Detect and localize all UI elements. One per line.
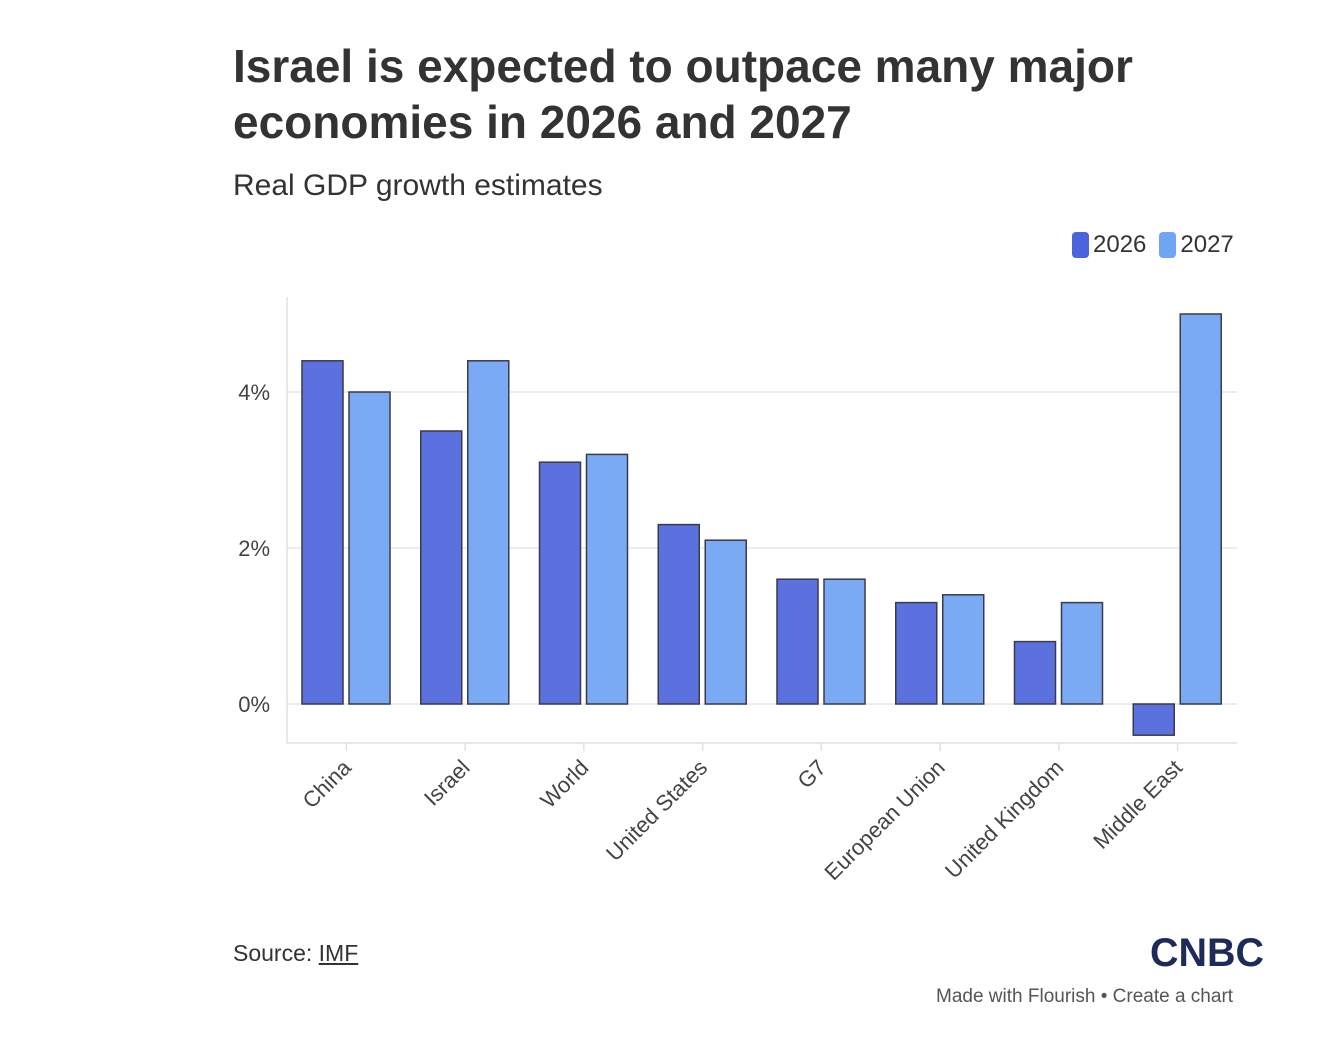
- source-prefix: Source:: [233, 940, 319, 966]
- y-tick-label: 0%: [238, 692, 270, 717]
- legend-label-2026: 2026: [1093, 231, 1147, 258]
- legend-swatch-2026: [1072, 232, 1089, 258]
- bar-2026-china: [301, 360, 344, 705]
- bar-2027-g7: [823, 578, 866, 705]
- cnbc-logo-text: CNBC: [1150, 931, 1264, 972]
- legend-label-2027: 2027: [1180, 231, 1234, 258]
- chart-subtitle: Real GDP growth estimates: [233, 169, 603, 202]
- bar-2026-world: [538, 461, 582, 705]
- legend: 2026 2027: [1072, 230, 1234, 260]
- legend-swatch-2027: [1159, 232, 1177, 258]
- cnbc-logo[interactable]: CNBC: [1150, 930, 1266, 972]
- bar-2027-world: [585, 453, 629, 705]
- chart-title: Israel is expected to outpace many major…: [233, 40, 1133, 148]
- bar-2027-united-states: [704, 539, 747, 705]
- x-tick-label: United States: [601, 755, 712, 866]
- bar-2026-g7: [776, 578, 819, 705]
- bar-2026-middle-east: [1132, 703, 1175, 736]
- bar-2027-china: [348, 391, 391, 705]
- source-note: Source: IMF: [233, 940, 358, 967]
- bar-2026-israel: [420, 430, 463, 705]
- legend-item-2026[interactable]: 2026: [1072, 231, 1146, 259]
- bar-2026-united-kingdom: [1013, 640, 1057, 705]
- x-tick-label: Israel: [419, 755, 475, 811]
- x-tick-label: China: [298, 754, 357, 813]
- y-tick-label: 2%: [238, 536, 270, 561]
- legend-item-2027[interactable]: 2027: [1159, 231, 1234, 259]
- x-tick-label: United Kingdom: [940, 755, 1068, 883]
- x-tick-label: G7: [792, 755, 830, 793]
- x-tick-label: European Union: [820, 755, 950, 885]
- bar-2026-united-states: [657, 523, 700, 705]
- bar-2026-european-union: [895, 601, 938, 705]
- bar-2027-middle-east: [1179, 313, 1222, 705]
- bar-2027-european-union: [942, 594, 985, 705]
- bar-2027-israel: [467, 360, 510, 705]
- bar-2027-united-kingdom: [1060, 601, 1104, 705]
- source-link[interactable]: IMF: [318, 940, 359, 966]
- flourish-credit[interactable]: Made with Flourish • Create a chart: [936, 986, 1234, 1007]
- y-tick-label: 4%: [238, 380, 270, 405]
- x-tick-label: World: [535, 755, 593, 813]
- bar-chart: 0% 2% 4% China Israel World United States G7Eur…: [238, 297, 1237, 885]
- x-tick-label: Middle East: [1088, 755, 1187, 854]
